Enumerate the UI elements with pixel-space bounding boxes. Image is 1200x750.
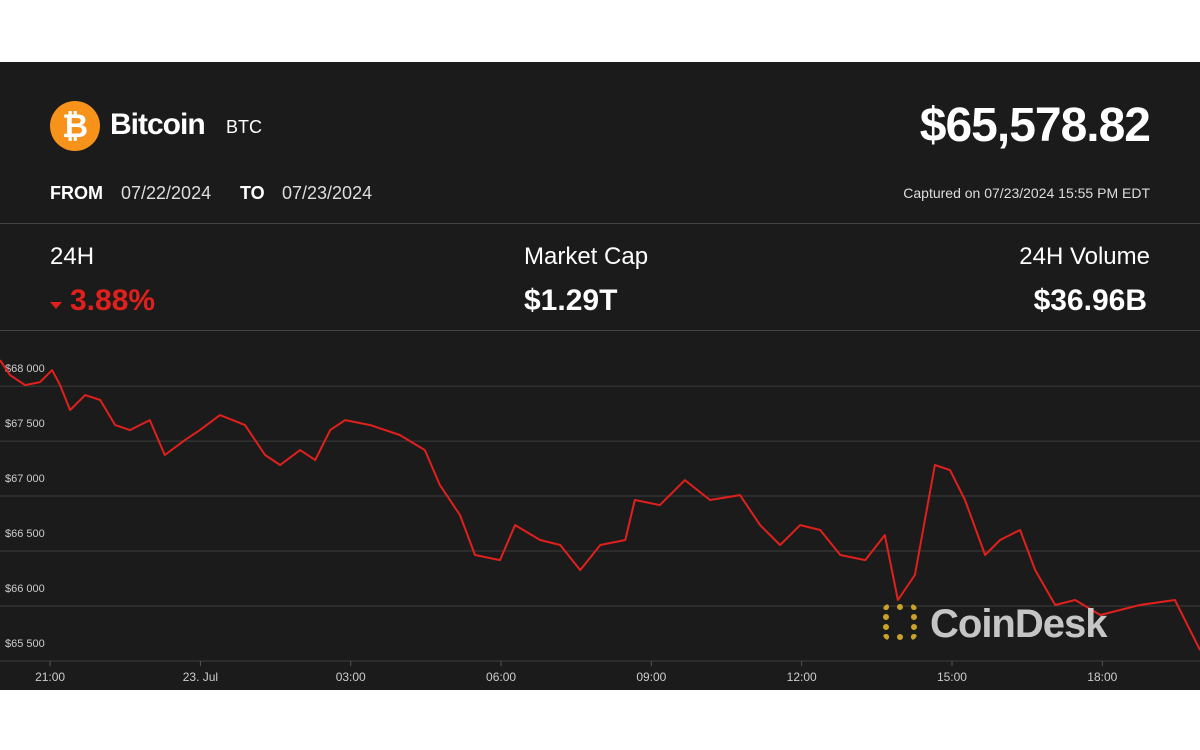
price-card: $65 500 $66 000 $66 500 $67 000 $67 500 $68 0… bbox=[0, 62, 1200, 690]
captured: Captured on 07/23/2024 15:55 PM EDT bbox=[903, 185, 1150, 201]
y-tick-label: $65 500 bbox=[5, 638, 45, 650]
stat-label: Market Cap bbox=[524, 243, 649, 270]
to-label: TO bbox=[240, 183, 265, 203]
watermark-icon bbox=[883, 604, 917, 640]
down-arrow bbox=[50, 302, 62, 309]
y-tick-label: $67 500 bbox=[5, 418, 45, 430]
stat-value: 3.88% bbox=[70, 284, 156, 317]
stat-label: 24H Volume bbox=[1019, 243, 1150, 270]
divider bbox=[0, 223, 1200, 224]
price: $65,578.82 bbox=[919, 99, 1151, 152]
x-tick-label: 23. Jul bbox=[183, 670, 218, 684]
btc-icon: ₿ bbox=[50, 101, 100, 151]
to-date: 07/23/2024 bbox=[282, 183, 373, 203]
y-tick-label: $68 000 bbox=[5, 363, 45, 375]
asset-ticker: BTC bbox=[226, 117, 262, 137]
chart: $65 500 $66 000 $66 500 $67 000 $67 500 $68 0… bbox=[0, 359, 1200, 684]
x-tick-label: 21:00 bbox=[35, 670, 65, 684]
y-tick-label: $66 000 bbox=[5, 583, 45, 595]
divider bbox=[0, 330, 1200, 331]
from-label: FROM bbox=[50, 183, 103, 203]
x-tick-label: 03:00 bbox=[336, 670, 366, 684]
x-tick-label: 12:00 bbox=[787, 670, 817, 684]
x-tick-label: 18:00 bbox=[1087, 670, 1117, 684]
from-date: 07/22/2024 bbox=[121, 183, 212, 203]
price-line bbox=[0, 359, 1200, 651]
stat-value: $1.29T bbox=[524, 284, 618, 317]
y-tick-label: $67 000 bbox=[5, 473, 45, 485]
stat-value: $36.96B bbox=[1033, 284, 1147, 317]
asset-name: Bitcoin bbox=[110, 108, 206, 141]
x-tick-label: 09:00 bbox=[636, 670, 666, 684]
y-tick-label: $66 500 bbox=[5, 528, 45, 540]
stat-label: 24H bbox=[50, 243, 95, 270]
x-tick-label: 06:00 bbox=[486, 670, 516, 684]
watermark: CoinDesk bbox=[930, 602, 1107, 646]
x-tick-label: 15:00 bbox=[937, 670, 967, 684]
